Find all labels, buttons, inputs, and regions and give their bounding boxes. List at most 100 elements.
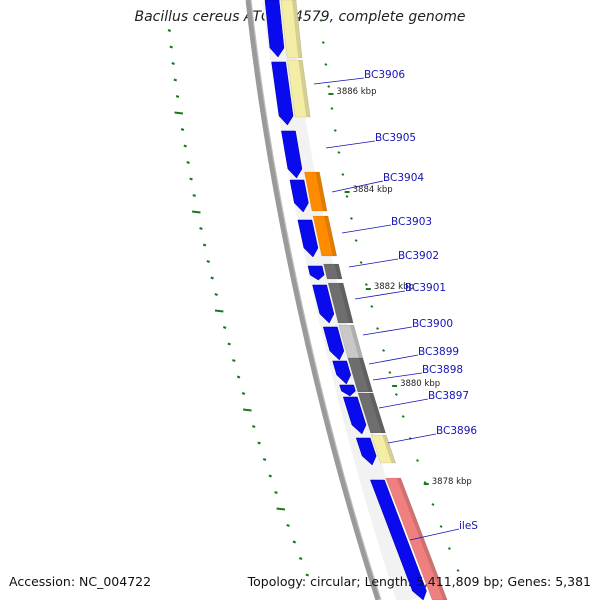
- gc-skew-mark: [232, 359, 236, 362]
- cds-arrow: [332, 360, 351, 385]
- gene-label[interactable]: ileS: [459, 520, 478, 532]
- gc-skew-mark: [439, 525, 443, 528]
- feature-block: [357, 392, 387, 434]
- cds-arrow: [322, 326, 345, 361]
- feature-block: [287, 59, 311, 118]
- feature-block: [280, 0, 303, 59]
- gc-skew-mark: [210, 276, 214, 280]
- gene-label[interactable]: BC3903: [391, 216, 432, 228]
- backbone-circle: [245, 0, 382, 600]
- gc-skew-mark: [376, 327, 380, 330]
- gc-skew-mark: [202, 243, 207, 247]
- feature-shade: [349, 325, 363, 358]
- gc-skew-mark: [388, 371, 392, 374]
- feature-block: [347, 357, 374, 393]
- gc-skew-mark: [252, 425, 256, 428]
- gc-skew-mark: [169, 45, 173, 49]
- scale-ticks: 3886 kbp 3884 kbp 3882 kbp 3880 kbp 3878 kbp: [328, 87, 472, 487]
- gene-label[interactable]: BC3906: [364, 69, 405, 81]
- label-leader-line: [362, 326, 413, 336]
- label-leader-line: [368, 354, 419, 365]
- gc-skew-mark: [236, 375, 241, 379]
- gc-skew-mark: [243, 408, 252, 412]
- gene-label[interactable]: BC3905: [375, 132, 416, 144]
- label-leader-line: [372, 372, 423, 381]
- gc-skew-mark: [305, 573, 309, 577]
- scale-label: 3884 kbp: [353, 185, 393, 195]
- label-leader-line: [378, 398, 429, 409]
- feature-block: [304, 171, 328, 212]
- gc-skew-mark: [241, 392, 246, 395]
- feature-shade: [324, 216, 337, 256]
- gc-skew-mark: [262, 458, 267, 461]
- label-leader-line: [341, 224, 392, 234]
- feature-shade: [315, 172, 328, 211]
- feature-shade: [339, 283, 354, 323]
- gc-skew-mark: [431, 503, 435, 506]
- gc-skew-mark: [274, 491, 278, 494]
- gc-skew-mark: [298, 557, 303, 560]
- gc-skew-mark: [186, 161, 190, 164]
- gene-label[interactable]: BC3902: [398, 250, 439, 262]
- gc-skew-mark: [447, 547, 451, 550]
- gc-skew-mark: [327, 85, 331, 88]
- label-leader-line: [325, 140, 376, 149]
- feature-block: [312, 215, 338, 257]
- gc-skew-mark: [359, 261, 363, 264]
- gc-skew-mark: [189, 177, 193, 181]
- cds-arrow: [339, 384, 356, 397]
- gene-label[interactable]: BC3896: [436, 425, 477, 437]
- feature-block: [385, 477, 448, 600]
- gc-skew-mark: [257, 441, 261, 445]
- feature-shade: [382, 435, 396, 463]
- gc-skew-mark: [192, 194, 196, 197]
- feature-shade: [298, 60, 311, 117]
- gc-skew-mark: [171, 62, 175, 65]
- gc-skew-mark: [319, 19, 323, 22]
- label-leader-line: [313, 77, 365, 85]
- gc-skew-mark: [337, 151, 341, 154]
- gc-skew-mark: [364, 283, 368, 286]
- gene-label[interactable]: BC3897: [428, 390, 469, 402]
- cds-arrow: [342, 396, 367, 435]
- gc-skew-mark: [180, 128, 185, 131]
- feature-shade: [292, 0, 303, 58]
- label-leader-line: [348, 258, 399, 268]
- feature-block: [370, 434, 396, 464]
- gene-label[interactable]: BC3904: [383, 172, 424, 184]
- gc-skew-mark: [324, 63, 328, 66]
- gc-skew-mark: [333, 129, 337, 132]
- gc-skew-mark: [227, 342, 231, 346]
- cds-arrow: [271, 61, 294, 126]
- gc-skew-mark: [416, 459, 419, 462]
- gene-label[interactable]: BC3899: [418, 346, 459, 358]
- gc-skew-mark: [345, 195, 349, 198]
- gc-skew-mark: [321, 41, 325, 44]
- gc-skew-mark: [167, 29, 172, 32]
- cds-arrow: [264, 0, 285, 58]
- gc-skew-mark: [286, 524, 290, 527]
- scale-label: 3886 kbp: [336, 87, 376, 97]
- gc-skew-mark: [214, 293, 218, 296]
- gc-skew-mark: [191, 210, 201, 214]
- gc-skew-mark: [292, 540, 297, 544]
- gc-skew-mark: [268, 474, 272, 478]
- gc-skew-mark: [341, 173, 345, 176]
- cds-arrow: [312, 284, 335, 324]
- scale-label: 3878 kbp: [432, 477, 472, 487]
- feature-shade: [369, 393, 386, 433]
- cds-arrow: [370, 479, 427, 600]
- gene-label[interactable]: BC3898: [422, 364, 463, 376]
- gene-label[interactable]: BC3900: [412, 318, 453, 330]
- feature-shade: [334, 264, 343, 279]
- gc-skew-mark: [276, 507, 286, 511]
- gene-label[interactable]: BC3901: [405, 282, 446, 294]
- gc-skew-track: [167, 19, 460, 577]
- label-leader-line: [354, 290, 406, 300]
- feature-block: [327, 282, 354, 324]
- gc-skew-mark: [423, 481, 427, 484]
- gc-skew-mark: [173, 78, 177, 82]
- label-leader-line: [409, 528, 460, 541]
- cds-arrow: [307, 265, 325, 281]
